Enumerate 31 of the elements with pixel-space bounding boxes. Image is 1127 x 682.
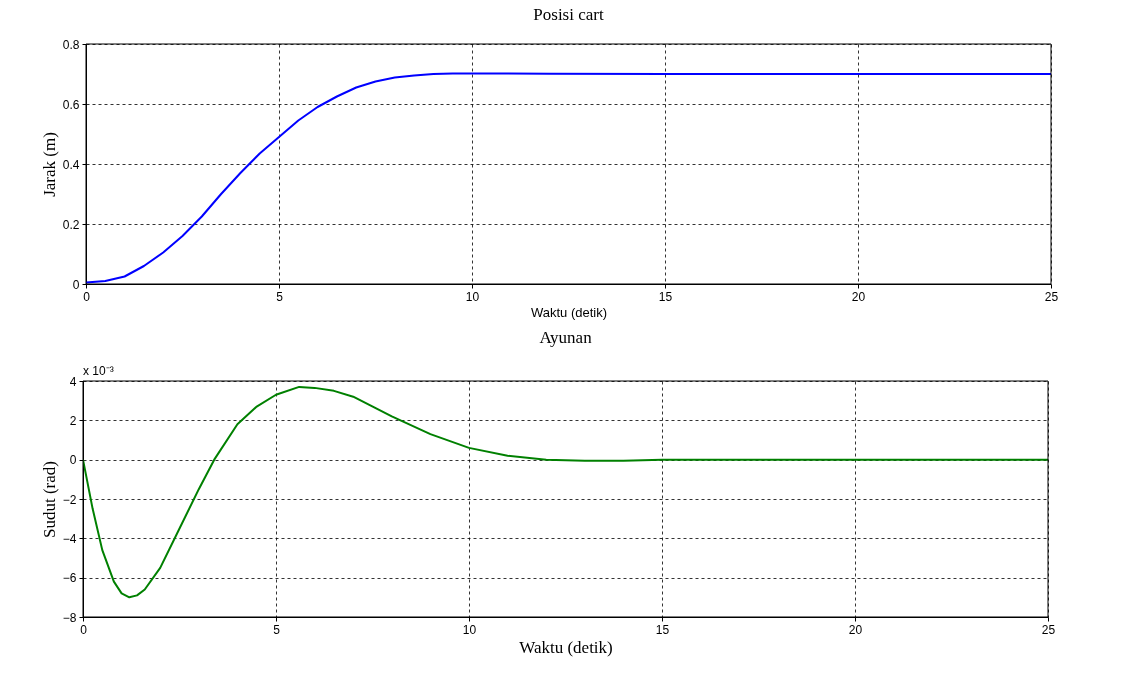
y-axis-title: Sudut (rad) (39, 461, 59, 538)
x-tick-label: 10 (462, 622, 477, 637)
y-tick-label: 4 (69, 374, 77, 389)
y-tick-label: 0 (72, 277, 80, 292)
y-tick-label: 0.8 (62, 37, 80, 52)
x-axis-title: Waktu (detik) (519, 637, 613, 657)
x-tick-label: 0 (83, 289, 91, 304)
y-tick-label: 0.2 (62, 217, 80, 232)
text: x 10⁻³ (83, 364, 114, 378)
y-tick-label: 0.6 (62, 97, 80, 112)
x-tick-label: 20 (851, 289, 866, 304)
y-tick-label: 0 (69, 453, 77, 468)
y-tick-label: 2 (69, 413, 77, 428)
x-tick-label: 20 (848, 622, 863, 637)
x-tick-label: 15 (655, 622, 670, 637)
chart-title: Ayunan (539, 328, 593, 347)
line-series (83, 385, 1048, 599)
y-axis-title: Jarak (m) (39, 132, 59, 197)
x-axis-title: Waktu (detik) (530, 304, 608, 320)
y-tick-label: −8 (62, 610, 77, 625)
x-tick-label: 15 (658, 289, 673, 304)
y-tick-label: 0.4 (62, 157, 80, 172)
chart-title: Posisi cart (533, 5, 604, 24)
y-tick-label: −2 (62, 492, 77, 507)
x-tick-label: 5 (276, 289, 284, 304)
x-tick-label: 25 (1041, 622, 1056, 637)
y-tick-label: −4 (62, 531, 77, 546)
x-tick-label: 5 (273, 622, 281, 637)
x-tick-label: 25 (1044, 289, 1059, 304)
y-tick-label: −6 (62, 571, 77, 586)
x-tick-label: 10 (465, 289, 480, 304)
